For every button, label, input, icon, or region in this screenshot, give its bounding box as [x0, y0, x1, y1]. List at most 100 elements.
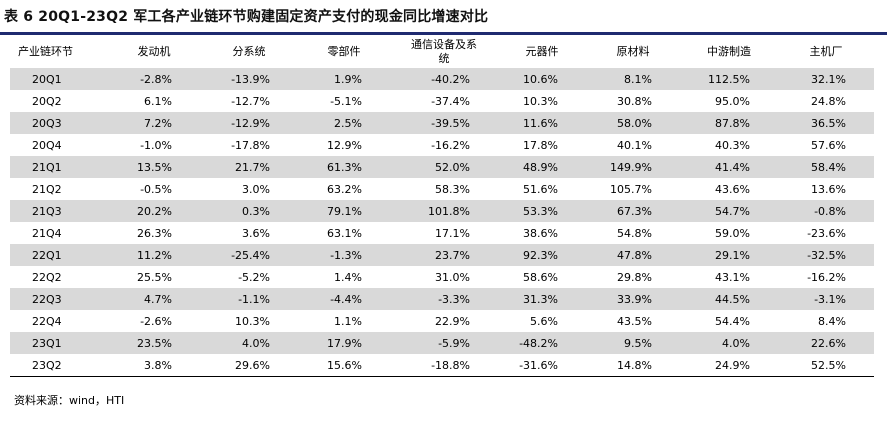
row-label-cell: 22Q1 — [10, 244, 108, 266]
header-cell: 分系统 — [232, 44, 266, 58]
value-cell: 53.3% — [498, 200, 586, 222]
value-cell: 11.6% — [498, 112, 586, 134]
value-cell: 7.2% — [108, 112, 200, 134]
value-cell: 29.1% — [680, 244, 778, 266]
value-cell: 15.6% — [298, 354, 390, 377]
value-cell: -0.8% — [778, 200, 874, 222]
row-label-cell: 22Q2 — [32, 270, 62, 284]
value-cell: 12.9% — [327, 138, 362, 152]
table-row: 21Q3 20.2% 0.3% 79.1% 101.8% 53.3% 67.3% 54.7% -… — [10, 200, 874, 222]
header-cell: 中游制造 — [707, 44, 751, 58]
value-cell: 38.6% — [523, 226, 558, 240]
value-cell: 31.3% — [498, 288, 586, 310]
row-label-cell: 21Q1 — [10, 156, 108, 178]
value-cell: -3.3% — [390, 288, 498, 310]
value-cell: 8.4% — [818, 314, 846, 328]
value-cell: -16.2% — [807, 270, 846, 284]
value-cell: -18.8% — [390, 354, 498, 377]
value-cell: 149.9% — [586, 156, 680, 178]
value-cell: 79.1% — [298, 200, 390, 222]
value-cell: 67.3% — [586, 200, 680, 222]
value-cell: 52.0% — [390, 156, 498, 178]
value-cell: -32.5% — [778, 244, 874, 266]
value-cell: -31.6% — [498, 354, 586, 377]
value-cell: 8.1% — [586, 68, 680, 90]
value-cell: 52.5% — [778, 354, 874, 377]
value-cell: -40.2% — [390, 68, 498, 90]
header-cell: 发动机 — [137, 44, 171, 58]
table-row: 21Q2 -0.5% 3.0% 63.2% 58.3% 51.6% 105.7% 43.6% 1… — [10, 178, 874, 200]
table-title: 表 6 20Q1-23Q2 军工各产业链环节购建固定资产支付的现金同比增速对比 — [4, 9, 489, 25]
value-cell: 30.8% — [617, 94, 652, 108]
value-cell: 105.7% — [610, 182, 652, 196]
value-cell: 58.4% — [778, 156, 874, 178]
value-cell: 10.3% — [235, 314, 270, 328]
value-cell: 36.5% — [778, 112, 874, 134]
value-cell: 2.5% — [298, 112, 390, 134]
row-label-cell: 23Q2 — [10, 354, 108, 377]
value-cell: 31.0% — [435, 270, 470, 284]
row-label-cell: 20Q1 — [10, 68, 108, 90]
header-cell: 通信设备及系统 — [411, 37, 477, 65]
title-bar: 表 6 20Q1-23Q2 军工各产业链环节购建固定资产支付的现金同比增速对比 — [0, 0, 887, 35]
value-cell: 10.3% — [523, 94, 558, 108]
row-label-cell: 22Q4 — [32, 314, 62, 328]
value-cell: 21.7% — [200, 156, 298, 178]
data-table: 产业链环节 发动机 分系统 零部件 通信设备及系统 元器件 原材料 中游制造 主机厂 20Q1-… — [10, 35, 874, 377]
value-cell: 13.6% — [811, 182, 846, 196]
value-cell: 10.6% — [498, 68, 586, 90]
value-cell: 1.4% — [334, 270, 362, 284]
value-cell: -12.9% — [200, 112, 298, 134]
table-row: 20Q2 6.1% -12.7% -5.1% -37.4% 10.3% 30.8% 95.0%… — [10, 90, 874, 112]
value-cell: -5.2% — [238, 270, 270, 284]
value-cell: 101.8% — [390, 200, 498, 222]
value-cell: -12.7% — [231, 94, 270, 108]
value-cell: 58.3% — [435, 182, 470, 196]
value-cell: 51.6% — [523, 182, 558, 196]
value-cell: 43.1% — [715, 270, 750, 284]
value-cell: 59.0% — [715, 226, 750, 240]
value-cell: -23.6% — [807, 226, 846, 240]
value-cell: 3.6% — [242, 226, 270, 240]
value-cell: 87.8% — [680, 112, 778, 134]
value-cell: 0.3% — [200, 200, 298, 222]
value-cell: -3.1% — [778, 288, 874, 310]
value-cell: 22.6% — [778, 332, 874, 354]
table-row: 23Q1 23.5% 4.0% 17.9% -5.9% -48.2% 9.5% 4.0% 22.… — [10, 332, 874, 354]
value-cell: -0.5% — [140, 182, 172, 196]
source-note: 资料来源：wind，HTI — [14, 394, 125, 407]
value-cell: -48.2% — [498, 332, 586, 354]
value-cell: 1.1% — [334, 314, 362, 328]
value-cell: -37.4% — [431, 94, 470, 108]
row-label-cell: 22Q3 — [10, 288, 108, 310]
table-row: 22Q3 4.7% -1.1% -4.4% -3.3% 31.3% 33.9% 44.5% -3… — [10, 288, 874, 310]
value-cell: 17.8% — [523, 138, 558, 152]
value-cell: 4.0% — [200, 332, 298, 354]
table-row: 22Q1 11.2% -25.4% -1.3% 23.7% 92.3% 47.8% 29.1%… — [10, 244, 874, 266]
value-cell: 112.5% — [680, 68, 778, 90]
value-cell: 23.7% — [390, 244, 498, 266]
value-cell: -17.8% — [231, 138, 270, 152]
value-cell: 48.9% — [498, 156, 586, 178]
value-cell: 54.8% — [617, 226, 652, 240]
value-cell: -2.6% — [140, 314, 172, 328]
value-cell: 58.6% — [523, 270, 558, 284]
value-cell: 4.0% — [680, 332, 778, 354]
value-cell: 17.9% — [298, 332, 390, 354]
table-row: 20Q3 7.2% -12.9% 2.5% -39.5% 11.6% 58.0% 87.8% 3… — [10, 112, 874, 134]
value-cell: 26.3% — [137, 226, 172, 240]
table-row: 20Q1 -2.8% -13.9% 1.9% -40.2% 10.6% 8.1% 112.5%… — [10, 68, 874, 90]
value-cell: 3.8% — [108, 354, 200, 377]
value-cell: 61.3% — [298, 156, 390, 178]
table-container: 产业链环节 发动机 分系统 零部件 通信设备及系统 元器件 原材料 中游制造 主机厂 20Q1-… — [10, 35, 874, 377]
table-row: 22Q2 25.5% -5.2% 1.4% 31.0% 58.6% 29.8% 43.1% -1… — [10, 266, 874, 288]
row-label-cell: 23Q1 — [10, 332, 108, 354]
value-cell: 5.6% — [530, 314, 558, 328]
value-cell: 43.5% — [617, 314, 652, 328]
table-row: 21Q4 26.3% 3.6% 63.1% 17.1% 38.6% 54.8% 59.0% -2… — [10, 222, 874, 244]
value-cell: 17.1% — [435, 226, 470, 240]
value-cell: 44.5% — [680, 288, 778, 310]
row-label-cell: 21Q2 — [32, 182, 62, 196]
value-cell: 63.1% — [327, 226, 362, 240]
value-cell: 13.5% — [108, 156, 200, 178]
